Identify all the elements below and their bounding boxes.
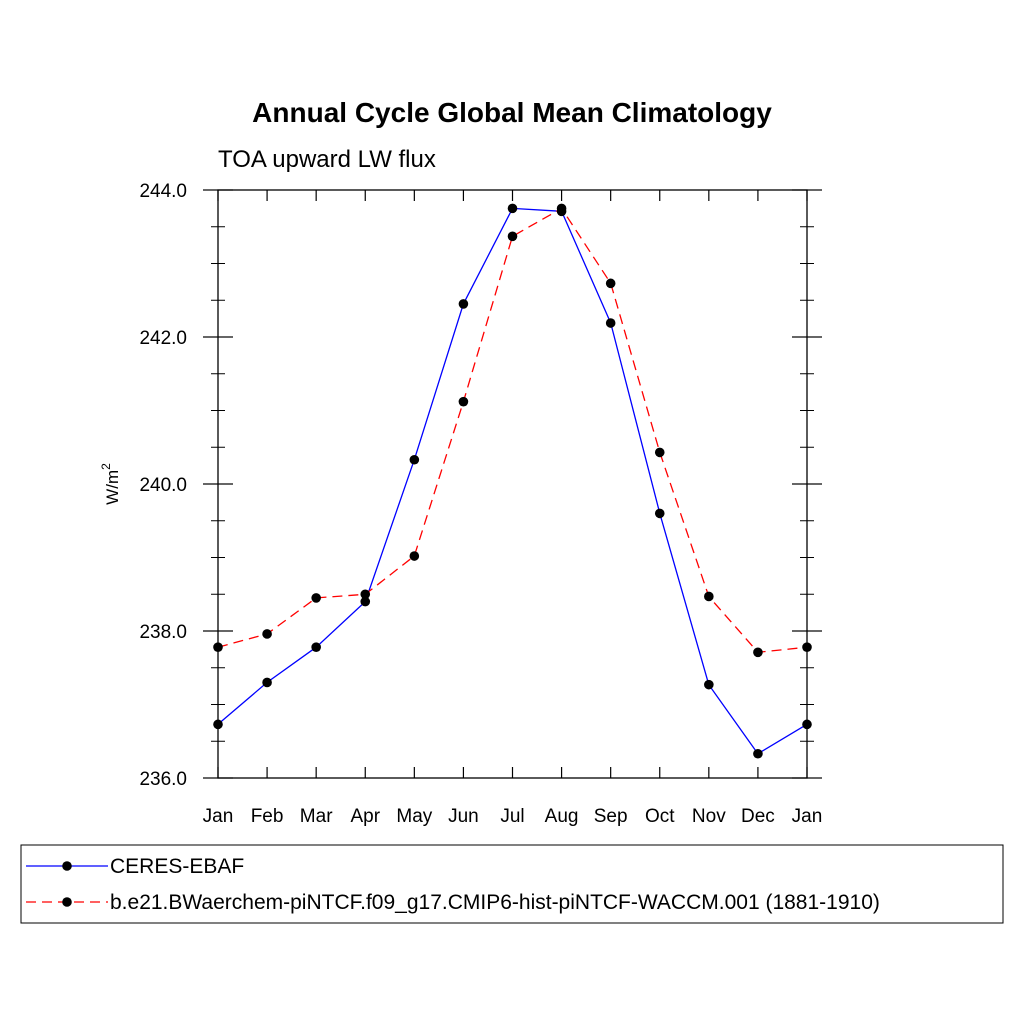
data-point [213, 719, 223, 730]
data-point [311, 593, 321, 603]
data-point [753, 647, 763, 658]
data-point [262, 629, 272, 639]
x-tick-label: Jan [203, 806, 234, 827]
y-tick-label: 236.0 [139, 769, 187, 790]
x-tick-label: Oct [645, 806, 675, 827]
y-axis-label-text: W/m [103, 470, 122, 505]
y-tick-label: 240.0 [139, 475, 187, 496]
legend-marker-2 [62, 897, 72, 907]
x-tick-label: Dec [741, 806, 775, 827]
y-tick-label: 238.0 [139, 622, 187, 643]
x-tick-label: Sep [594, 806, 628, 827]
data-point [556, 203, 567, 214]
plot-frame [217, 189, 808, 779]
x-tick-label: Jan [792, 806, 823, 827]
x-tick-label: Jun [448, 806, 479, 827]
data-point [507, 231, 518, 242]
data-point [409, 551, 420, 561]
data-point [311, 642, 321, 652]
data-point [360, 589, 371, 600]
data-point [605, 318, 616, 328]
x-tick-label: Feb [251, 806, 284, 827]
data-point [654, 447, 665, 458]
axis-ticks [203, 189, 822, 779]
y-tick-label: 242.0 [139, 328, 187, 349]
series-line-1 [217, 207, 808, 755]
x-tick-label: Mar [300, 806, 333, 827]
x-tick-label: Aug [545, 806, 579, 827]
data-point [360, 596, 371, 607]
data-point [654, 508, 665, 519]
data-point [409, 454, 420, 465]
svg-text:W/m2: W/m2 [99, 463, 122, 505]
y-tick-label: 244.0 [139, 181, 187, 202]
series-markers [213, 203, 812, 759]
legend-label-2: b.e21.BWaerchem-piNTCF.f09_g17.CMIP6-his… [110, 891, 880, 914]
y-axis-label-superscript: 2 [99, 463, 113, 470]
legend-label-1: CERES-EBAF [110, 855, 244, 878]
data-point [753, 748, 763, 759]
chart-title: Annual Cycle Global Mean Climatology [252, 97, 772, 128]
data-point [802, 719, 812, 730]
data-point [704, 679, 714, 690]
chart-subtitle: TOA upward LW flux [218, 146, 436, 173]
x-tick-label: May [396, 806, 432, 827]
data-point [262, 677, 272, 688]
data-point [704, 591, 714, 602]
data-point [213, 642, 223, 652]
legend-box [20, 844, 1004, 924]
x-tick-label: Apr [350, 806, 380, 827]
data-point [507, 203, 518, 214]
legend: CERES-EBAF b.e21.BWaerchem-piNTCF.f09_g17… [26, 855, 880, 914]
y-tick-labels: 236.0 238.0 240.0 242.0 244.0 [139, 181, 187, 790]
data-point [802, 642, 812, 652]
series-lines [217, 207, 808, 755]
series-line-2 [217, 207, 808, 653]
x-tick-label: Nov [692, 806, 726, 827]
x-tick-label: Jul [500, 806, 524, 827]
data-point [458, 396, 469, 407]
data-point [458, 299, 469, 309]
y-axis-label: W/m2 [99, 463, 122, 505]
data-point [605, 278, 616, 289]
legend-marker-1 [62, 861, 72, 871]
x-tick-labels: Jan Feb Mar Apr May Jun Jul Aug Sep Oct Nov Dec Jan [203, 806, 823, 827]
